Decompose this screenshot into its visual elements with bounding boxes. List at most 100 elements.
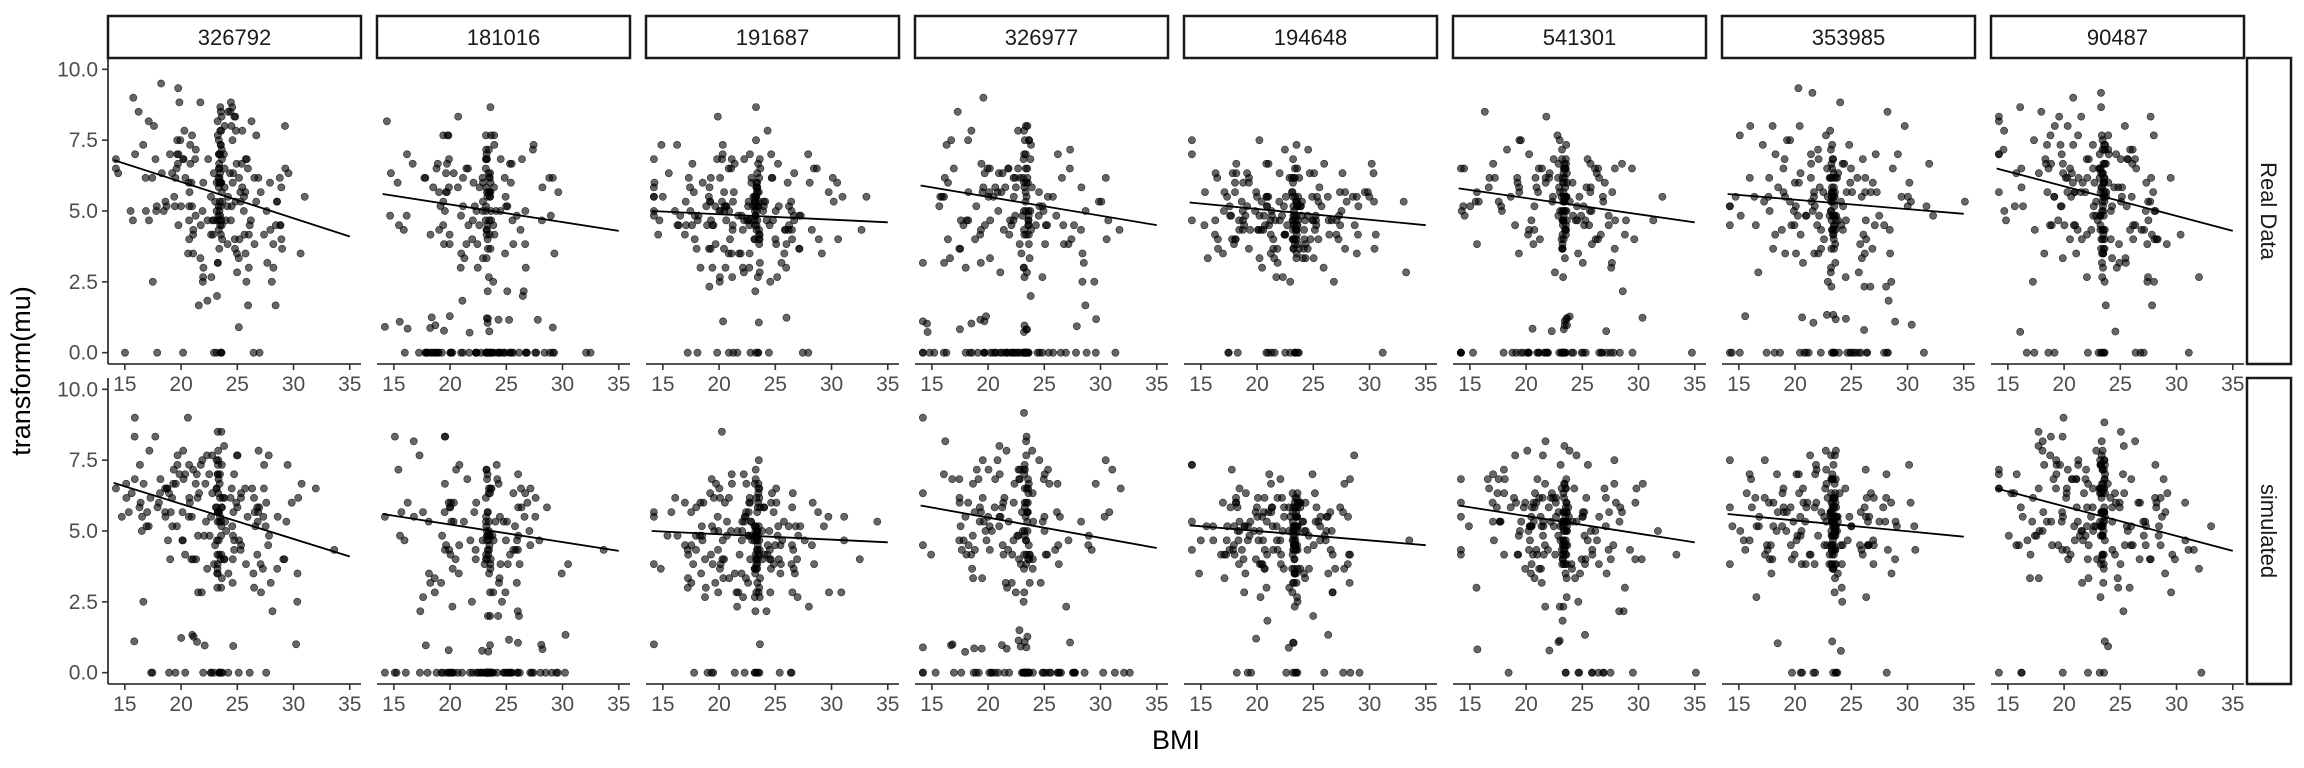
data-point	[180, 349, 187, 356]
data-point	[1788, 556, 1795, 563]
data-point	[721, 499, 728, 506]
data-point	[464, 476, 471, 483]
data-point	[1015, 466, 1022, 473]
y-axis-title: transform(mu)	[6, 286, 36, 456]
x-tick-label: 20	[1245, 693, 1268, 716]
data-point	[1861, 326, 1868, 333]
data-point	[1054, 151, 1061, 158]
data-point	[747, 349, 754, 356]
data-point	[479, 179, 486, 186]
data-point	[996, 442, 1003, 449]
data-point	[1335, 236, 1342, 243]
data-point	[1342, 189, 1349, 196]
data-point	[1263, 160, 1270, 167]
x-tick-label: 15	[1727, 373, 1750, 396]
data-point	[140, 141, 147, 148]
data-point	[1587, 184, 1594, 191]
data-point	[1473, 241, 1480, 248]
data-point	[1015, 165, 1022, 172]
data-point	[2127, 146, 2134, 153]
data-point	[958, 669, 965, 676]
data-point	[1560, 236, 1567, 243]
data-point	[235, 324, 242, 331]
data-point	[657, 565, 664, 572]
panel-541301-simulated	[1457, 438, 1699, 677]
data-point	[1603, 328, 1610, 335]
x-tick-label: 35	[1952, 693, 1975, 716]
data-point	[214, 471, 221, 478]
data-point	[1500, 349, 1507, 356]
data-point	[2195, 565, 2202, 572]
data-point	[1217, 551, 1224, 558]
data-point	[1253, 635, 1260, 642]
data-point	[874, 518, 881, 525]
data-point	[834, 179, 841, 186]
data-point	[2099, 274, 2106, 281]
data-point	[1541, 349, 1548, 356]
data-point	[1863, 494, 1870, 501]
data-point	[1233, 669, 1240, 676]
data-point	[1026, 579, 1033, 586]
data-point	[2019, 203, 2026, 210]
data-point	[1024, 508, 1031, 515]
data-point	[688, 542, 695, 549]
data-point	[2104, 480, 2111, 487]
data-point	[1311, 490, 1318, 497]
data-point	[1079, 278, 1086, 285]
data-point	[1021, 669, 1028, 676]
data-point	[486, 174, 493, 181]
data-point	[1835, 349, 1842, 356]
data-point	[1484, 476, 1491, 483]
data-point	[752, 466, 759, 473]
data-point	[1077, 226, 1084, 233]
data-point	[1002, 579, 1009, 586]
data-point	[1839, 598, 1846, 605]
data-point	[2035, 575, 2042, 582]
data-point	[716, 485, 723, 492]
data-point	[770, 561, 777, 568]
data-point	[1802, 212, 1809, 219]
data-point	[1783, 527, 1790, 534]
data-point	[1904, 193, 1911, 200]
data-point	[685, 551, 692, 558]
data-point	[255, 508, 262, 515]
data-point	[2067, 165, 2074, 172]
data-point	[728, 480, 735, 487]
x-tick-label: 30	[551, 373, 574, 396]
data-point	[1501, 490, 1508, 497]
data-point	[992, 349, 999, 356]
data-point	[177, 203, 184, 210]
data-point	[1260, 508, 1267, 515]
data-point	[2164, 490, 2171, 497]
data-point	[2109, 203, 2116, 210]
data-point	[218, 113, 225, 120]
data-point	[1255, 537, 1262, 544]
data-point	[1926, 160, 1933, 167]
data-point	[719, 141, 726, 148]
data-point	[1813, 466, 1820, 473]
data-point	[1304, 546, 1311, 553]
data-point	[234, 269, 241, 276]
x-tick-label: 30	[1089, 373, 1112, 396]
data-point	[741, 669, 748, 676]
data-point	[1020, 264, 1027, 271]
data-point	[752, 137, 759, 144]
data-point	[483, 315, 490, 322]
data-point	[788, 669, 795, 676]
data-point	[1795, 85, 1802, 92]
data-point	[1550, 523, 1557, 530]
data-point	[972, 236, 979, 243]
data-point	[1310, 612, 1317, 619]
data-point	[1907, 499, 1914, 506]
data-point	[707, 217, 714, 224]
data-point	[167, 556, 174, 563]
x-axis-181016-simulated: 15 20 25 30 35	[377, 684, 630, 716]
x-axis-181016-real: 15 20 25 30 35	[377, 364, 630, 396]
data-point	[454, 184, 461, 191]
data-point	[1030, 518, 1037, 525]
data-point	[1027, 292, 1034, 299]
data-point	[279, 245, 286, 252]
data-point	[565, 561, 572, 568]
data-point	[1780, 485, 1787, 492]
data-point	[1726, 457, 1733, 464]
